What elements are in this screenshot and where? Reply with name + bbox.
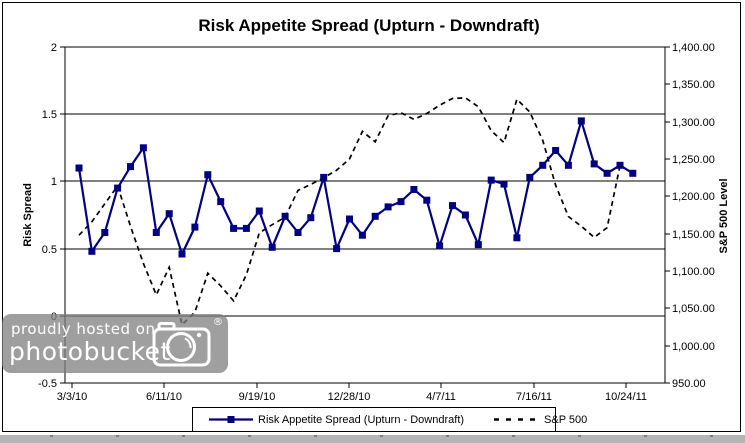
bottom-page-strip: [0, 435, 745, 443]
risk-spread-marker: [461, 211, 469, 219]
risk-spread-marker: [178, 250, 186, 258]
risk-spread-marker: [101, 229, 109, 236]
right-axis-tick-label: 1,200.00: [672, 191, 715, 203]
right-axis-tick-label: 1,100.00: [672, 266, 715, 278]
left-axis-tick-label: 1: [51, 176, 57, 188]
risk-spread-marker: [346, 215, 353, 223]
strip-tick: [380, 435, 383, 437]
risk-spread-marker: [603, 169, 611, 177]
right-axis-tick-label: 1,000.00: [672, 341, 715, 353]
risk-spread-marker: [474, 241, 482, 249]
strip-tick: [578, 435, 581, 437]
risk-spread-marker: [384, 203, 392, 211]
risk-spread-marker: [255, 207, 263, 215]
right-axis-tick-label: 1,300.00: [672, 117, 715, 129]
left-axis-title: Risk Spread: [22, 183, 34, 247]
legend: Risk Appetite Spread (Upturn - Downdraft…: [192, 407, 587, 432]
right-axis-tick-label: 1,050.00: [672, 303, 715, 315]
legend-sp500-sample: [494, 418, 540, 421]
chart-title: Risk Appetite Spread (Upturn - Downdraft…: [198, 16, 540, 35]
risk-spread-marker: [333, 245, 341, 253]
risk-spread-marker: [539, 161, 547, 169]
risk-spread-marker: [88, 247, 96, 255]
legend-sp500-label: S&P 500: [544, 413, 588, 426]
sp500-line: [78, 96, 621, 327]
risk-spread-marker: [513, 234, 521, 242]
risk-spread-marker: [590, 160, 598, 168]
right-axis-tick-label: 1,400.00: [672, 42, 715, 54]
risk-spread-marker: [281, 212, 289, 220]
risk-spread-marker: [204, 171, 212, 179]
risk-spread-marker: [564, 161, 572, 169]
risk-spread-marker: [307, 214, 315, 222]
risk-spread-line: [77, 119, 634, 256]
risk-spread-marker: [449, 202, 456, 210]
strip-tick: [248, 435, 251, 437]
x-axis-tick-label: 10/24/11: [605, 391, 647, 403]
risk-spread-marker: [114, 184, 122, 192]
risk-spread-marker: [127, 163, 134, 171]
risk-spread-marker: [152, 229, 160, 236]
strip-tick: [50, 435, 53, 437]
risk-spread-marker: [230, 224, 238, 232]
risk-spread-marker: [500, 180, 508, 188]
strip-tick: [512, 435, 515, 437]
strip-tick: [710, 435, 713, 437]
left-axis-tick-label: 1.5: [42, 109, 57, 121]
legend-risk-spread-sample: [209, 416, 253, 423]
right-axis-tick-label: 1,250.00: [672, 154, 715, 166]
x-axis-tick-label: 7/16/11: [516, 391, 552, 403]
strip-tick: [446, 435, 449, 437]
watermark-text-line1: proudly hosted on: [11, 320, 156, 338]
risk-spread-marker: [629, 169, 637, 177]
risk-spread-marker: [294, 229, 302, 236]
left-axis-tick-label: 0.5: [42, 244, 57, 256]
risk-spread-marker: [191, 223, 199, 231]
strip-tick: [116, 435, 119, 437]
x-axis-tick-label: 3/3/10: [57, 391, 88, 403]
risk-spread-marker: [139, 144, 147, 152]
right-axis-tick-label: 950.00: [672, 378, 706, 390]
strip-tick: [314, 435, 317, 437]
risk-spread-marker: [552, 147, 560, 154]
risk-spread-marker: [165, 210, 173, 218]
risk-spread-marker: [423, 196, 431, 204]
risk-spread-marker: [371, 212, 379, 220]
photobucket-watermark: proudly hosted on photobucket ®: [2, 314, 228, 373]
risk-spread-marker: [75, 164, 83, 172]
left-axis-tick-label: 2: [51, 42, 57, 54]
risk-spread-marker: [268, 243, 276, 251]
registered-trademark-symbol: ®: [213, 317, 223, 328]
plot-border: [64, 46, 666, 384]
risk-spread-marker: [577, 117, 585, 125]
risk-spread-marker: [436, 242, 444, 250]
risk-spread-marker: [487, 176, 495, 184]
risk-spread-marker: [397, 198, 405, 206]
strip-tick: [644, 435, 647, 437]
risk-spread-marker: [320, 173, 328, 181]
watermark-text-line2: photobucket: [9, 337, 171, 366]
right-axis-title: S&P 500 Level: [718, 178, 730, 254]
risk-spread-marker: [242, 224, 250, 232]
left-axis-tick-label: -0.5: [38, 378, 57, 390]
risk-spread-marker: [410, 186, 418, 193]
risk-spread-marker: [217, 198, 225, 206]
x-axis-tick-label: 9/19/10: [239, 391, 276, 403]
risk-spread-marker: [358, 231, 366, 239]
risk-spread-marker: [616, 161, 624, 169]
strip-tick: [182, 435, 185, 437]
x-axis-tick-label: 4/7/11: [426, 391, 456, 403]
risk-spread-marker: [526, 173, 534, 181]
legend-risk-spread-label: Risk Appetite Spread (Upturn - Downdraft…: [258, 413, 465, 426]
camera-icon: [152, 322, 211, 367]
x-axis-tick-label: 6/11/10: [146, 391, 182, 403]
right-axis-tick-label: 1,150.00: [672, 229, 715, 241]
right-axis-tick-label: 1,350.00: [672, 79, 715, 91]
x-axis-tick-label: 12/28/10: [328, 391, 371, 403]
